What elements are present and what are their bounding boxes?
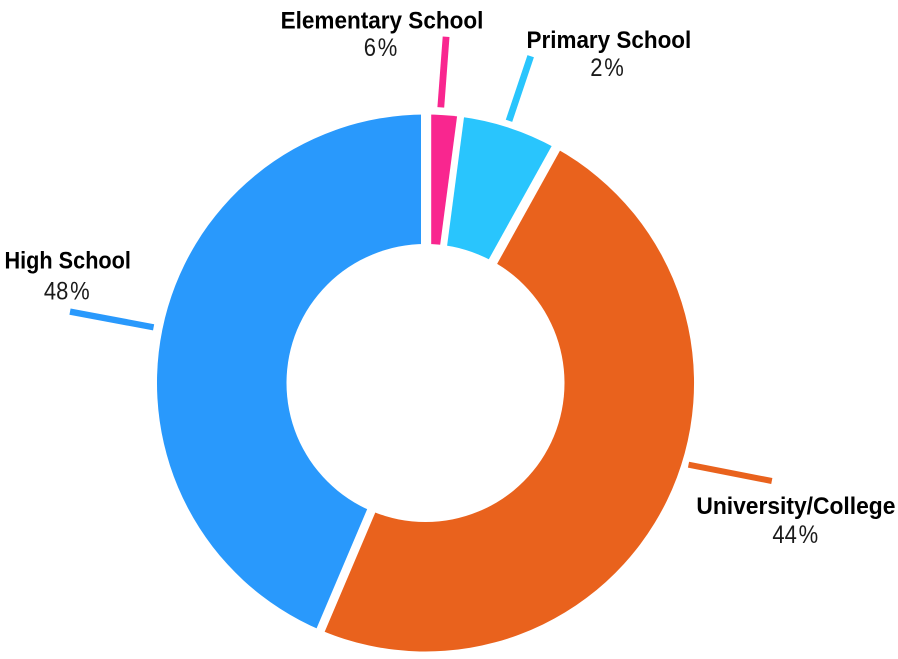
svg-text:6%: 6% [364,34,398,62]
svg-text:High School: High School [4,246,130,273]
svg-text:44%: 44% [772,521,818,549]
svg-text:48%: 48% [44,277,90,305]
svg-text:2%: 2% [590,54,624,82]
svg-text:Primary School: Primary School [527,26,692,53]
svg-text:University/College: University/College [696,493,895,520]
svg-text:Elementary School: Elementary School [281,7,484,34]
